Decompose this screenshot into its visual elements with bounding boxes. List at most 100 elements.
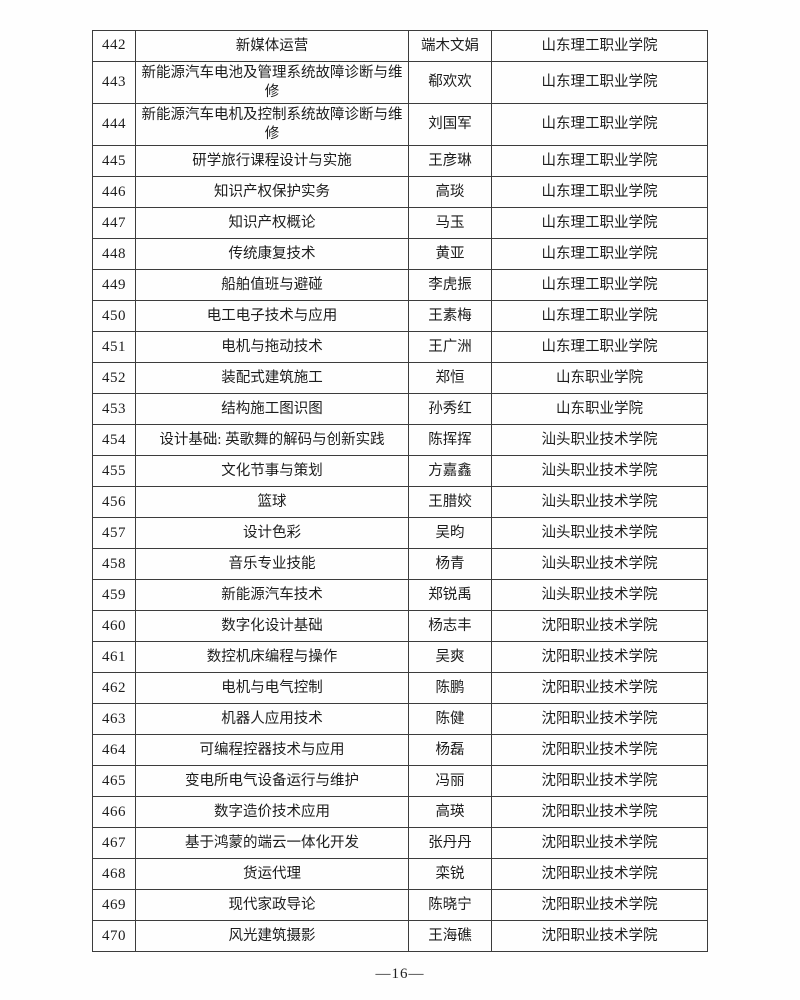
instructor-cell: 张丹丹: [408, 827, 492, 860]
row-number-cell: 467: [92, 827, 136, 860]
course-name-cell: 结构施工图识图: [135, 393, 409, 426]
institution-cell: 山东理工职业学院: [491, 300, 708, 333]
instructor-cell: 吴昀: [408, 517, 492, 550]
table-row: 470 风光建筑摄影 王海礁 沈阳职业技术学院: [92, 920, 708, 953]
table-row: 450 电工电子技术与应用 王素梅 山东理工职业学院: [92, 300, 708, 333]
course-name-cell: 数字造价技术应用: [135, 796, 409, 829]
row-number-cell: 454: [92, 424, 136, 457]
instructor-cell: 李虎振: [408, 269, 492, 302]
course-list-table: 442 新媒体运营 端木文娟 山东理工职业学院 443 新能源汽车电池及管理系统故障诊断与…: [92, 30, 708, 953]
row-number-cell: 452: [92, 362, 136, 395]
instructor-cell: 杨志丰: [408, 610, 492, 643]
instructor-cell: 王彦琳: [408, 145, 492, 178]
table-row: 467 基于鸿蒙的端云一体化开发 张丹丹 沈阳职业技术学院: [92, 827, 708, 860]
course-table-body: 442 新媒体运营 端木文娟 山东理工职业学院 443 新能源汽车电池及管理系统故障诊断与…: [92, 30, 708, 953]
course-name-cell: 变电所电气设备运行与维护: [135, 765, 409, 798]
table-row: 443 新能源汽车电池及管理系统故障诊断与维修 郗欢欢 山东理工职业学院: [92, 60, 708, 105]
table-row: 461 数控机床编程与操作 吴爽 沈阳职业技术学院: [92, 641, 708, 674]
instructor-cell: 方嘉鑫: [408, 455, 492, 488]
course-name-cell: 传统康复技术: [135, 238, 409, 271]
row-number-cell: 470: [92, 920, 136, 953]
row-number-cell: 447: [92, 207, 136, 240]
course-name-cell: 篮球: [135, 486, 409, 519]
institution-cell: 山东理工职业学院: [491, 176, 708, 209]
row-number-cell: 465: [92, 765, 136, 798]
institution-cell: 山东理工职业学院: [491, 30, 708, 62]
instructor-cell: 王广洲: [408, 331, 492, 364]
row-number-cell: 448: [92, 238, 136, 271]
institution-cell: 沈阳职业技术学院: [491, 610, 708, 643]
institution-cell: 沈阳职业技术学院: [491, 765, 708, 798]
table-row: 468 货运代理 栾锐 沈阳职业技术学院: [92, 858, 708, 891]
institution-cell: 沈阳职业技术学院: [491, 641, 708, 674]
row-number-cell: 450: [92, 300, 136, 333]
table-row: 447 知识产权概论 马玉 山东理工职业学院: [92, 207, 708, 240]
row-number-cell: 444: [92, 103, 136, 147]
instructor-cell: 郑锐禹: [408, 579, 492, 612]
course-name-cell: 装配式建筑施工: [135, 362, 409, 395]
instructor-cell: 陈晓宁: [408, 889, 492, 922]
row-number-cell: 469: [92, 889, 136, 922]
row-number-cell: 459: [92, 579, 136, 612]
institution-cell: 沈阳职业技术学院: [491, 858, 708, 891]
row-number-cell: 446: [92, 176, 136, 209]
table-row: 462 电机与电气控制 陈鹏 沈阳职业技术学院: [92, 672, 708, 705]
row-number-cell: 442: [92, 30, 136, 62]
course-name-cell: 电工电子技术与应用: [135, 300, 409, 333]
table-row: 445 研学旅行课程设计与实施 王彦琳 山东理工职业学院: [92, 145, 708, 178]
course-name-cell: 现代家政导论: [135, 889, 409, 922]
table-row: 442 新媒体运营 端木文娟 山东理工职业学院: [92, 30, 708, 62]
course-name-cell: 文化节事与策划: [135, 455, 409, 488]
course-name-cell: 基于鸿蒙的端云一体化开发: [135, 827, 409, 860]
table-row: 451 电机与拖动技术 王广洲 山东理工职业学院: [92, 331, 708, 364]
course-name-cell: 新能源汽车技术: [135, 579, 409, 612]
row-number-cell: 461: [92, 641, 136, 674]
institution-cell: 山东理工职业学院: [491, 60, 708, 105]
institution-cell: 山东理工职业学院: [491, 207, 708, 240]
institution-cell: 汕头职业技术学院: [491, 486, 708, 519]
table-row: 463 机器人应用技术 陈健 沈阳职业技术学院: [92, 703, 708, 736]
instructor-cell: 端木文娟: [408, 30, 492, 62]
institution-cell: 沈阳职业技术学院: [491, 734, 708, 767]
institution-cell: 山东理工职业学院: [491, 145, 708, 178]
row-number-cell: 455: [92, 455, 136, 488]
institution-cell: 沈阳职业技术学院: [491, 703, 708, 736]
instructor-cell: 王腊姣: [408, 486, 492, 519]
instructor-cell: 孙秀红: [408, 393, 492, 426]
institution-cell: 沈阳职业技术学院: [491, 796, 708, 829]
course-name-cell: 数字化设计基础: [135, 610, 409, 643]
table-row: 448 传统康复技术 黄亚 山东理工职业学院: [92, 238, 708, 271]
instructor-cell: 郗欢欢: [408, 60, 492, 105]
course-name-cell: 研学旅行课程设计与实施: [135, 145, 409, 178]
table-row: 459 新能源汽车技术 郑锐禹 汕头职业技术学院: [92, 579, 708, 612]
institution-cell: 汕头职业技术学院: [491, 548, 708, 581]
row-number-cell: 443: [92, 60, 136, 105]
table-row: 446 知识产权保护实务 高琰 山东理工职业学院: [92, 176, 708, 209]
table-row: 466 数字造价技术应用 高瑛 沈阳职业技术学院: [92, 796, 708, 829]
course-name-cell: 船舶值班与避碰: [135, 269, 409, 302]
table-row: 455 文化节事与策划 方嘉鑫 汕头职业技术学院: [92, 455, 708, 488]
table-row: 464 可编程控器技术与应用 杨磊 沈阳职业技术学院: [92, 734, 708, 767]
table-row: 465 变电所电气设备运行与维护 冯丽 沈阳职业技术学院: [92, 765, 708, 798]
course-name-cell: 设计基础: 英歌舞的解码与创新实践: [135, 424, 409, 457]
row-number-cell: 468: [92, 858, 136, 891]
table-row: 449 船舶值班与避碰 李虎振 山东理工职业学院: [92, 269, 708, 302]
course-name-cell: 知识产权保护实务: [135, 176, 409, 209]
institution-cell: 山东理工职业学院: [491, 269, 708, 302]
course-name-cell: 音乐专业技能: [135, 548, 409, 581]
course-name-cell: 电机与拖动技术: [135, 331, 409, 364]
table-row: 469 现代家政导论 陈晓宁 沈阳职业技术学院: [92, 889, 708, 922]
instructor-cell: 王海礁: [408, 920, 492, 953]
page-number: —16—: [375, 966, 425, 982]
row-number-cell: 464: [92, 734, 136, 767]
institution-cell: 山东理工职业学院: [491, 238, 708, 271]
row-number-cell: 463: [92, 703, 136, 736]
row-number-cell: 445: [92, 145, 136, 178]
instructor-cell: 马玉: [408, 207, 492, 240]
instructor-cell: 黄亚: [408, 238, 492, 271]
row-number-cell: 453: [92, 393, 136, 426]
row-number-cell: 462: [92, 672, 136, 705]
course-name-cell: 货运代理: [135, 858, 409, 891]
table-row: 456 篮球 王腊姣 汕头职业技术学院: [92, 486, 708, 519]
